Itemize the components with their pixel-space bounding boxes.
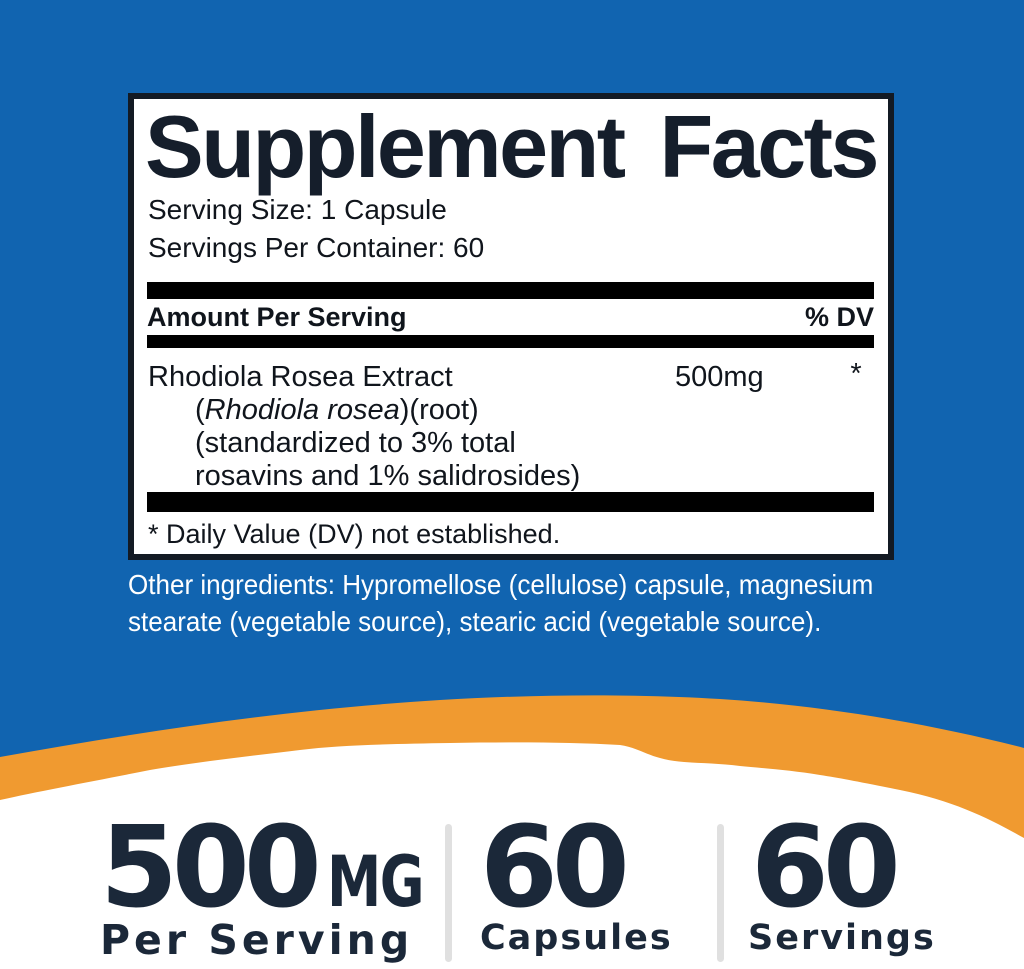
amount-per-serving-header: Amount Per Serving xyxy=(147,302,407,332)
stat-divider-2 xyxy=(717,824,724,962)
standardization-line-2: rosavins and 1% salidrosides) xyxy=(195,460,581,492)
ingredient-name: Rhodiola Rosea Extract xyxy=(148,361,453,393)
ingredient-latin-line: (Rhodiola rosea)(root) xyxy=(195,394,580,427)
stat-amount-label: Per Serving xyxy=(100,916,414,964)
dv-footnote: * Daily Value (DV) not established. xyxy=(148,519,561,549)
orange-swoosh-graphic xyxy=(0,695,1024,969)
other-ingredients-line-1: Other ingredients: Hypromellose (cellulo… xyxy=(128,569,874,600)
supplement-facts-panel: Supplement Facts Serving Size: 1 Capsule… xyxy=(128,93,894,560)
divider-bar-thick-top xyxy=(147,282,874,299)
latin-name: Rhodiola rosea xyxy=(204,394,400,426)
divider-bar-thick-bottom xyxy=(147,492,874,512)
ingredient-details: (Rhodiola rosea)(root) (standardized to … xyxy=(195,394,580,493)
latin-prefix: ( xyxy=(195,394,205,426)
stat-servings-label: Servings xyxy=(748,918,936,958)
percent-dv-header: % DV xyxy=(804,302,874,332)
stat-capsules-value: 60 xyxy=(480,803,630,933)
ingredient-amount: 500mg xyxy=(675,361,764,393)
servings-per-container: Servings Per Container: 60 xyxy=(148,232,485,263)
stat-capsules-label: Capsules xyxy=(480,918,673,958)
stat-amount-value: 500 MG xyxy=(100,812,450,938)
serving-size: Serving Size: 1 Capsule xyxy=(148,194,447,225)
stat-divider-1 xyxy=(445,824,452,962)
latin-suffix: )(root) xyxy=(399,394,479,426)
supplement-facts-title: Supplement Facts xyxy=(145,97,879,196)
facts-header-row: Amount Per Serving % DV xyxy=(147,302,874,333)
other-ingredients-line-2: stearate (vegetable source), stearic aci… xyxy=(128,606,822,637)
standardization-line-1: (standardized to 3% total xyxy=(195,427,516,459)
divider-bar-thin xyxy=(147,335,874,348)
stat-servings-value: 60 xyxy=(751,803,901,933)
stat-amount-unit: MG xyxy=(326,841,425,923)
stat-amount-number: 500 xyxy=(100,803,322,933)
ingredient-dv-asterisk: * xyxy=(850,358,862,390)
serving-info: Serving Size: 1 Capsule Servings Per Con… xyxy=(148,191,484,267)
other-ingredients: Other ingredients: Hypromellose (cellulo… xyxy=(128,566,873,640)
